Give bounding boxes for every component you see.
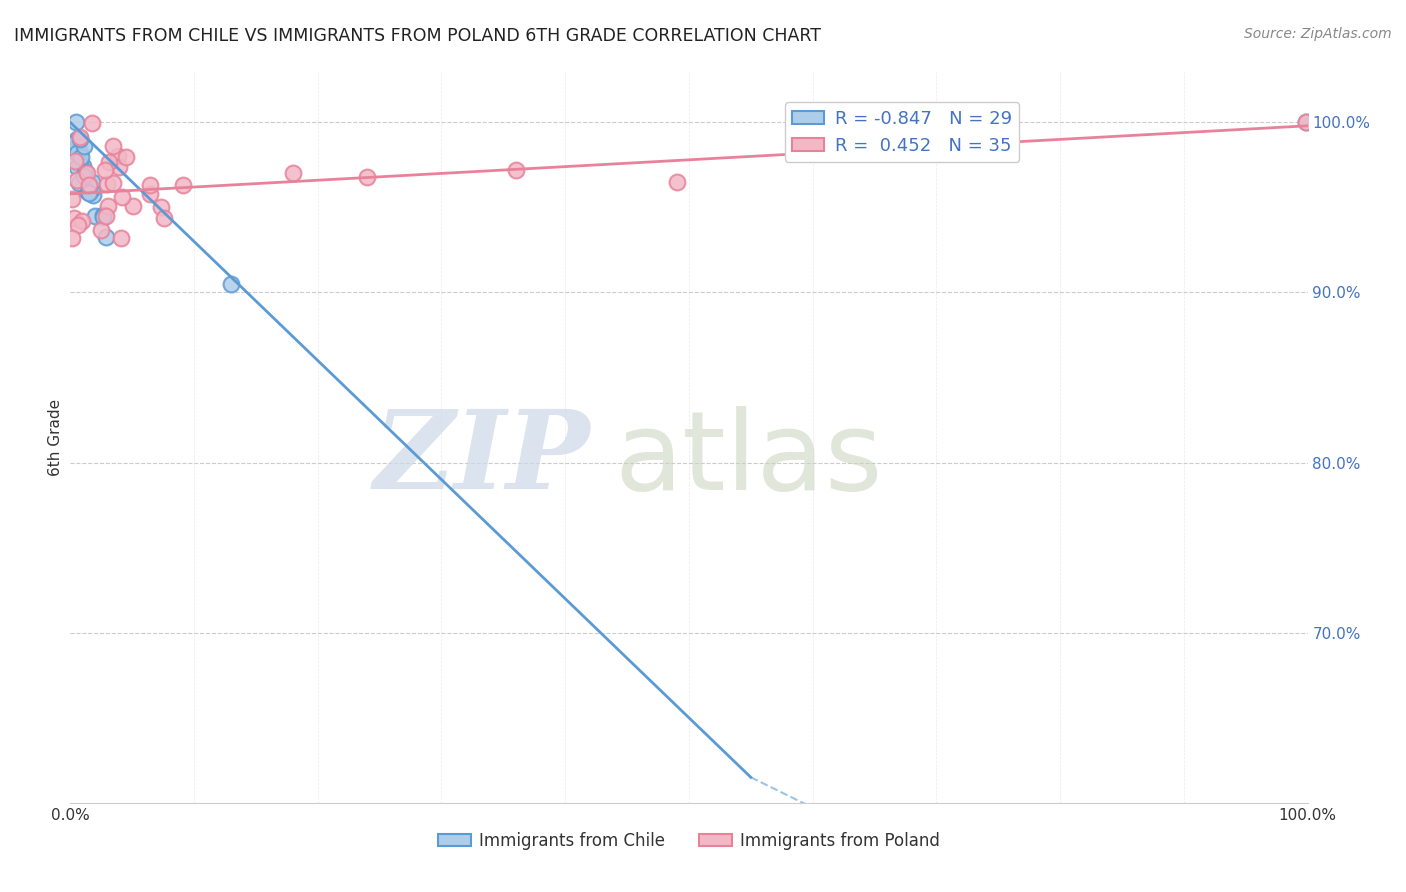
- Text: Source: ZipAtlas.com: Source: ZipAtlas.com: [1244, 27, 1392, 41]
- Point: [80, 116, 103, 130]
- Point: [101, 138, 124, 153]
- Point: [79, 178, 101, 192]
- Point: [75, 183, 97, 197]
- Text: ZIP: ZIP: [374, 405, 591, 513]
- Point: [69, 132, 91, 146]
- Point: [66, 173, 89, 187]
- Point: [69, 158, 91, 172]
- Point: [73, 139, 96, 153]
- Point: [153, 211, 176, 225]
- Point: [1295, 115, 1317, 129]
- Text: IMMIGRANTS FROM CHILE VS IMMIGRANTS FROM POLAND 6TH GRADE CORRELATION CHART: IMMIGRANTS FROM CHILE VS IMMIGRANTS FROM…: [14, 27, 821, 45]
- Point: [98, 155, 121, 169]
- Point: [77, 178, 100, 192]
- Point: [96, 178, 118, 192]
- Point: [69, 129, 91, 144]
- Point: [356, 169, 378, 184]
- Point: [66, 145, 89, 160]
- Point: [72, 213, 94, 227]
- Point: [66, 132, 89, 146]
- Point: [505, 163, 527, 178]
- Point: [67, 176, 90, 190]
- Point: [63, 153, 86, 168]
- Point: [82, 175, 104, 189]
- Point: [97, 199, 120, 213]
- Point: [76, 166, 98, 180]
- Point: [60, 192, 83, 206]
- Point: [94, 209, 117, 223]
- Point: [94, 163, 117, 178]
- Text: atlas: atlas: [614, 406, 883, 513]
- Y-axis label: 6th Grade: 6th Grade: [48, 399, 63, 475]
- Point: [75, 165, 97, 179]
- Point: [1295, 115, 1317, 129]
- Point: [115, 150, 138, 164]
- Point: [82, 188, 104, 202]
- Point: [219, 277, 242, 291]
- Point: [91, 210, 114, 224]
- Point: [139, 187, 162, 202]
- Point: [69, 145, 91, 159]
- Point: [96, 230, 118, 244]
- Point: [63, 145, 86, 159]
- Point: [82, 182, 104, 196]
- Point: [66, 160, 89, 174]
- Point: [73, 169, 96, 183]
- Point: [77, 186, 100, 200]
- Point: [149, 200, 172, 214]
- Point: [139, 178, 162, 193]
- Legend: Immigrants from Chile, Immigrants from Poland: Immigrants from Chile, Immigrants from P…: [432, 825, 946, 856]
- Point: [66, 218, 89, 232]
- Point: [665, 175, 688, 189]
- Point: [72, 159, 94, 173]
- Point: [101, 177, 124, 191]
- Point: [91, 208, 114, 222]
- Point: [108, 160, 131, 174]
- Point: [107, 149, 129, 163]
- Point: [76, 185, 98, 199]
- Point: [63, 211, 86, 225]
- Point: [60, 231, 83, 245]
- Point: [70, 150, 93, 164]
- Point: [90, 223, 112, 237]
- Point: [121, 199, 143, 213]
- Point: [110, 231, 132, 245]
- Point: [281, 166, 304, 180]
- Point: [65, 115, 87, 129]
- Point: [83, 210, 105, 224]
- Point: [60, 136, 83, 151]
- Point: [75, 166, 97, 180]
- Point: [111, 190, 134, 204]
- Point: [172, 178, 194, 192]
